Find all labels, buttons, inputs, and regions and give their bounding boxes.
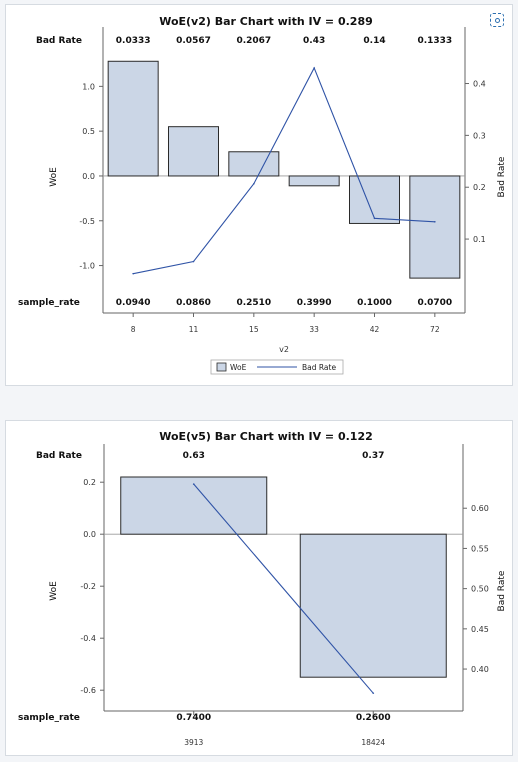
chart-panel-v5: WoE(v5) Bar Chart with IV = 0.122 -0.6 -0.… xyxy=(5,420,513,756)
expand-icon[interactable] xyxy=(490,13,504,27)
woe-bar[interactable] xyxy=(288,175,340,187)
sample-rate-value: 0.0940 xyxy=(116,298,151,308)
chart-title: WoE(v2) Bar Chart with IV = 0.289 xyxy=(159,15,373,28)
y-tick-label: 0.2 xyxy=(83,478,96,487)
sample-rate-value: 0.1000 xyxy=(357,298,392,308)
bad-rate-value: 0.1333 xyxy=(417,36,452,46)
y2-tick-label: 0.40 xyxy=(471,665,489,674)
chart-svg-0: WoE(v2) Bar Chart with IV = 0.289 -1.0 -0.… xyxy=(18,15,507,375)
bad-rate-point xyxy=(253,182,255,185)
y-tick-label: -0.5 xyxy=(79,217,95,226)
bad-rate-point xyxy=(192,483,195,485)
bad-rate-point xyxy=(373,217,376,220)
x-tick-label: 8 xyxy=(131,325,136,334)
woe-bar[interactable] xyxy=(168,126,219,177)
bad-rate-value: 0.14 xyxy=(363,36,385,46)
top-row-label: Bad Rate xyxy=(36,36,82,46)
legend: WoE Bad Rate xyxy=(210,359,344,375)
chart-svg-1: WoE(v5) Bar Chart with IV = 0.122 -0.6 -0.… xyxy=(18,430,507,747)
bottom-row-label: sample_rate xyxy=(18,713,80,723)
y-tick-label: 0.5 xyxy=(82,127,95,136)
y-tick-label: 0.0 xyxy=(83,530,96,539)
bad-rate-value: 0.0567 xyxy=(176,36,211,46)
x-tick-label: 18424 xyxy=(361,738,385,747)
x-tick-label: 33 xyxy=(309,325,319,334)
y2-tick-label: 0.3 xyxy=(473,131,486,140)
chart-panel-v2: WoE(v2) Bar Chart with IV = 0.289 -1.0 -0.… xyxy=(5,4,513,386)
y-tick-label: -1.0 xyxy=(79,262,95,271)
y2-tick-label: 0.55 xyxy=(471,544,489,553)
y-tick-label: 1.0 xyxy=(82,82,95,91)
bad-rate-point xyxy=(192,260,195,263)
bad-rate-value: 0.43 xyxy=(303,36,325,46)
woe-bar[interactable] xyxy=(120,476,268,535)
legend-woe-label: WoE xyxy=(230,363,247,372)
legend-woe-swatch xyxy=(216,362,227,372)
x-axis-label: v2 xyxy=(279,345,289,354)
bad-rate-value: 0.2067 xyxy=(236,36,271,46)
y2-axis-label: Bad Rate xyxy=(497,156,507,197)
bad-rate-value: 0.63 xyxy=(183,451,205,461)
bad-rate-value: 0.0333 xyxy=(116,36,151,46)
x-tick-label: 11 xyxy=(189,325,199,334)
bad-rate-line xyxy=(193,483,374,694)
sample-rate-value: 0.0860 xyxy=(176,298,211,308)
x-tick-label: 3913 xyxy=(184,738,203,747)
woe-bar[interactable] xyxy=(409,175,461,279)
bad-rate-value: 0.37 xyxy=(362,451,384,461)
bad-rate-line xyxy=(133,66,435,275)
sample-rate-value: 0.7400 xyxy=(176,713,211,723)
sample-rate-value: 0.2600 xyxy=(356,713,391,723)
x-tick-label: 42 xyxy=(370,325,380,334)
y-tick-label: -0.2 xyxy=(80,582,96,591)
woe-bar[interactable] xyxy=(349,175,400,224)
x-tick-label: 15 xyxy=(249,325,259,334)
y2-tick-label: 0.4 xyxy=(473,80,486,89)
y2-tick-label: 0.45 xyxy=(471,625,489,634)
top-row-label: Bad Rate xyxy=(36,451,82,461)
woe-bar[interactable] xyxy=(107,60,159,177)
bottom-row-label: sample_rate xyxy=(18,298,80,308)
y2-tick-label: 0.1 xyxy=(473,235,486,244)
bad-rate-point xyxy=(132,272,134,275)
y-tick-label: -0.4 xyxy=(80,634,96,643)
y2-tick-label: 0.2 xyxy=(473,183,486,192)
chart-title: WoE(v5) Bar Chart with IV = 0.122 xyxy=(159,430,373,443)
x-tick-label: 72 xyxy=(430,325,440,334)
woe-bar[interactable] xyxy=(299,533,447,678)
y-tick-label: -0.6 xyxy=(80,686,96,695)
bad-rate-point xyxy=(372,692,375,694)
woe-bar[interactable] xyxy=(228,151,280,177)
y2-axis-label: Bad Rate xyxy=(497,570,507,611)
sample-rate-value: 0.2510 xyxy=(236,298,271,308)
bad-rate-point xyxy=(313,67,315,69)
y-tick-label: 0.0 xyxy=(82,172,95,181)
y-axis-label: WoE xyxy=(49,581,59,601)
y2-tick-label: 0.60 xyxy=(471,504,489,513)
sample-rate-value: 0.3990 xyxy=(297,298,332,308)
legend-badrate-label: Bad Rate xyxy=(302,363,336,372)
bad-rate-point xyxy=(434,221,436,223)
y2-tick-label: 0.50 xyxy=(471,585,489,594)
y-axis-label: WoE xyxy=(49,167,59,187)
sample-rate-value: 0.0700 xyxy=(417,298,452,308)
